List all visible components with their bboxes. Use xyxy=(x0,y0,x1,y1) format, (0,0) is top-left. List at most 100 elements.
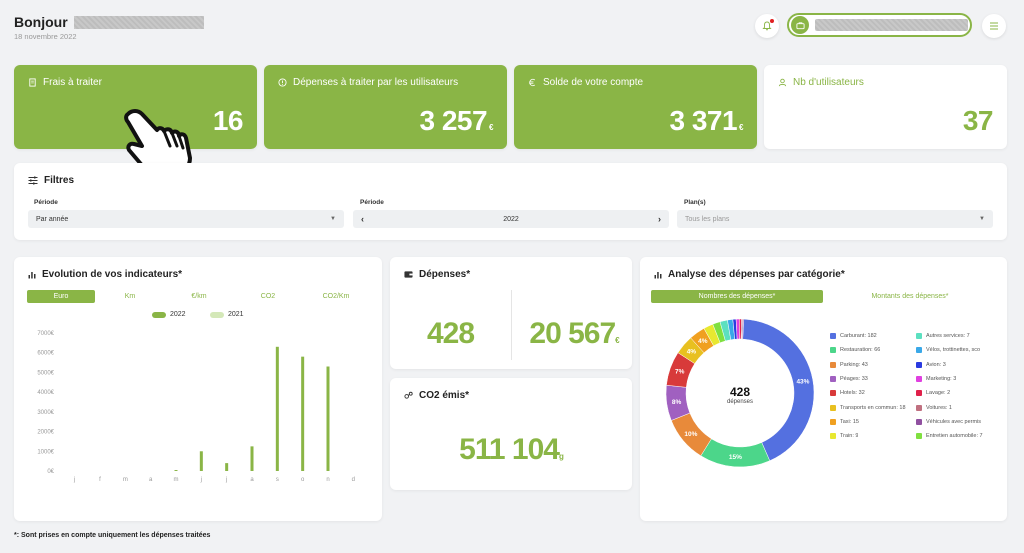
kpi-currency: € xyxy=(739,123,743,132)
legend-item[interactable]: Voitures: 1 xyxy=(916,404,952,411)
year-value: 2022 xyxy=(503,215,519,223)
legend-item[interactable]: Carburant: 182 xyxy=(830,333,877,339)
legend-swatch xyxy=(916,361,922,368)
depenses-card: Dépenses* 428 20 567€ xyxy=(390,257,632,369)
legend-item[interactable]: Restauration: 66 xyxy=(830,347,881,354)
legend-swatch xyxy=(916,390,922,397)
legend-item[interactable]: Transports en commun: 18 xyxy=(830,404,906,411)
bar-2022-j[interactable] xyxy=(225,463,229,471)
legend-label: Train: 9 xyxy=(840,433,859,440)
analyse-title: Analyse des dépenses par catégorie* xyxy=(668,269,845,280)
legend-swatch xyxy=(830,361,836,368)
menu-button[interactable] xyxy=(982,14,1006,38)
user-icon xyxy=(778,78,787,87)
tab-nombres[interactable]: Nombres des dépenses* xyxy=(651,290,823,303)
period-label: Période xyxy=(34,199,58,206)
kpi-title: Frais à traiter xyxy=(43,77,102,88)
bar-2022-j[interactable] xyxy=(199,451,203,471)
y-tick-label: 1000€ xyxy=(37,449,54,455)
chevron-left-icon[interactable]: ‹ xyxy=(361,214,364,224)
kpi-title: Solde de votre compte xyxy=(543,77,644,88)
depenses-title: Dépenses* xyxy=(419,269,471,280)
molecule-icon xyxy=(404,391,413,399)
legend-label: Transports en commun: 18 xyxy=(840,404,906,411)
filters-panel: Filtres Période Par année ▼ Période ‹ 20… xyxy=(14,163,1007,240)
bar-2022-s[interactable] xyxy=(275,346,279,471)
greeting-text: Bonjour xyxy=(14,14,68,30)
tab-co2[interactable]: CO2 xyxy=(260,293,276,300)
legend-swatch xyxy=(830,333,836,339)
slice-label: 43% xyxy=(796,378,809,385)
analyse-card: Analyse des dépenses par catégorie* Nomb… xyxy=(640,257,1007,521)
bar-2022-n[interactable] xyxy=(326,366,330,471)
x-tick-label: m xyxy=(123,477,128,483)
co2-card: CO2 émis* 511 104g xyxy=(390,378,632,490)
legend-item[interactable]: Avion: 3 xyxy=(916,361,946,368)
legend-label: Entretien automobile: 7 xyxy=(926,433,983,440)
y-tick-label: 5000€ xyxy=(37,370,54,376)
bar-chart-icon xyxy=(28,271,36,278)
legend-item[interactable]: Hotels: 32 xyxy=(830,390,865,397)
x-tick-label: j xyxy=(225,477,227,483)
account-selector[interactable] xyxy=(787,13,972,37)
legend-item[interactable]: Taxi: 15 xyxy=(830,418,859,425)
legend-item[interactable]: Péages: 33 xyxy=(830,375,868,382)
legend-item[interactable]: Marketing: 3 xyxy=(916,375,957,382)
legend-2021[interactable]: 2021 xyxy=(210,311,244,318)
period-type-select[interactable]: Par année ▼ xyxy=(28,210,344,228)
plans-label: Plan(s) xyxy=(684,199,706,206)
x-tick-label: a xyxy=(250,477,254,483)
legend-item[interactable]: Autres services: 7 xyxy=(916,333,970,339)
legend-label: Taxi: 15 xyxy=(840,418,859,425)
legend-swatch xyxy=(916,333,922,339)
legend-label: Marketing: 3 xyxy=(926,375,957,382)
notification-button[interactable] xyxy=(755,14,779,38)
legend-swatch xyxy=(916,404,922,411)
legend-swatch xyxy=(830,433,836,440)
kpi-value: 37 xyxy=(962,105,994,136)
legend-item[interactable]: Véhicules avec permis xyxy=(916,418,981,425)
legend-swatch xyxy=(830,390,836,397)
legend-2022[interactable]: 2022 xyxy=(152,311,186,318)
legend-label: Carburant: 182 xyxy=(840,333,877,339)
bar-2022-o[interactable] xyxy=(301,356,305,471)
tab-eur-km[interactable]: €/km xyxy=(191,293,207,300)
legend-item[interactable]: Parking: 43 xyxy=(830,361,868,368)
kpi-card-depenses-utilisateurs[interactable]: Dépenses à traiter par les utilisateurs … xyxy=(264,65,507,149)
x-tick-label: n xyxy=(326,477,329,483)
slice-Véhicules avec permis[interactable] xyxy=(741,318,744,340)
y-tick-label: 2000€ xyxy=(37,430,54,436)
tab-euro[interactable]: Euro xyxy=(27,290,95,303)
legend-item[interactable]: Train: 9 xyxy=(830,433,859,440)
plans-select[interactable]: Tous les plans ▼ xyxy=(677,210,993,228)
tab-co2-km[interactable]: CO2/Km xyxy=(322,293,350,300)
legend-swatch xyxy=(830,404,836,411)
legend-item[interactable]: Entretien automobile: 7 xyxy=(916,433,983,440)
tab-montants[interactable]: Montants des dépenses* xyxy=(871,293,949,300)
caret-down-icon: ▼ xyxy=(979,216,985,222)
year-stepper[interactable]: ‹ 2022 › xyxy=(353,210,669,228)
divider xyxy=(511,290,512,360)
briefcase-icon xyxy=(791,16,809,34)
kpi-card-solde[interactable]: Solde de votre compte 3 371 € xyxy=(514,65,757,149)
legend-item[interactable]: Lavage: 2 xyxy=(916,390,950,397)
x-tick-label: j xyxy=(73,477,75,483)
bar-2022-m[interactable] xyxy=(174,470,178,471)
x-tick-label: j xyxy=(200,477,202,483)
legend-item[interactable]: Vélos, trottinettes, sco xyxy=(916,347,980,354)
legend-swatch xyxy=(152,311,166,318)
kpi-card-utilisateurs[interactable]: Nb d'utilisateurs 37 xyxy=(764,65,1007,149)
category-donut-chart: 43% 15% 10% 8% 7% 4%4% xyxy=(665,318,815,468)
y-tick-label: 0€ xyxy=(47,469,54,475)
slice-label: 10% xyxy=(684,431,697,438)
chevron-right-icon[interactable]: › xyxy=(657,214,661,224)
legend-swatch xyxy=(210,311,224,318)
tab-km[interactable]: Km xyxy=(124,293,136,300)
x-tick-label: s xyxy=(276,477,279,483)
period-type-value: Par année xyxy=(36,215,69,223)
kpi-currency: € xyxy=(489,123,493,132)
user-name-redacted xyxy=(73,15,204,29)
kpi-value: 3 257 xyxy=(419,105,488,136)
bar-2022-a[interactable] xyxy=(250,446,254,471)
legend-label: Restauration: 66 xyxy=(840,347,881,354)
